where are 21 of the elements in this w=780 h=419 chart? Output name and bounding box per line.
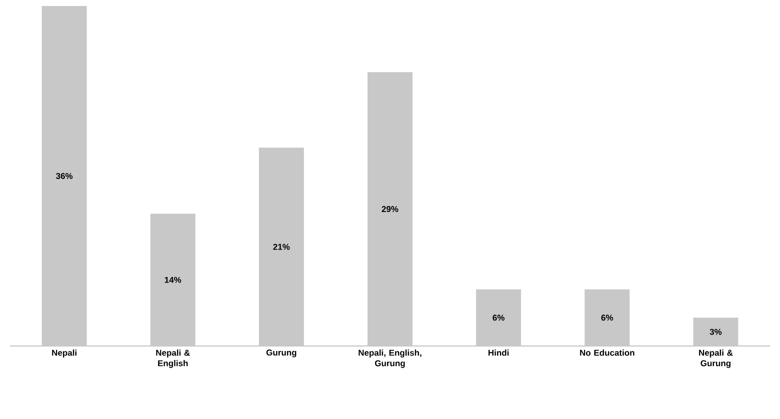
x-tick-label: Nepali & English — [156, 350, 190, 368]
bar — [584, 289, 630, 346]
bar — [42, 6, 87, 346]
data-label: 14% — [164, 276, 182, 283]
x-tick-label: No Education — [580, 350, 634, 356]
x-tick-label: Nepali — [52, 350, 76, 358]
bar — [150, 214, 196, 346]
data-label: 36% — [56, 172, 73, 180]
data-label: 3% — [710, 328, 722, 335]
data-label: 6% — [492, 314, 504, 321]
bar — [368, 72, 413, 346]
data-label: 29% — [382, 206, 398, 212]
bar — [693, 318, 738, 346]
x-tick-label: Nepali & Gurung — [699, 350, 733, 368]
bar — [476, 289, 522, 346]
data-label: 21% — [273, 244, 290, 250]
x-tick-label: Hindi — [488, 350, 509, 356]
x-tick-label: Nepali, English, Gurung — [358, 350, 422, 368]
data-label: 6% — [601, 314, 614, 321]
x-tick-label: Gurung — [266, 350, 296, 358]
bar — [258, 148, 304, 346]
